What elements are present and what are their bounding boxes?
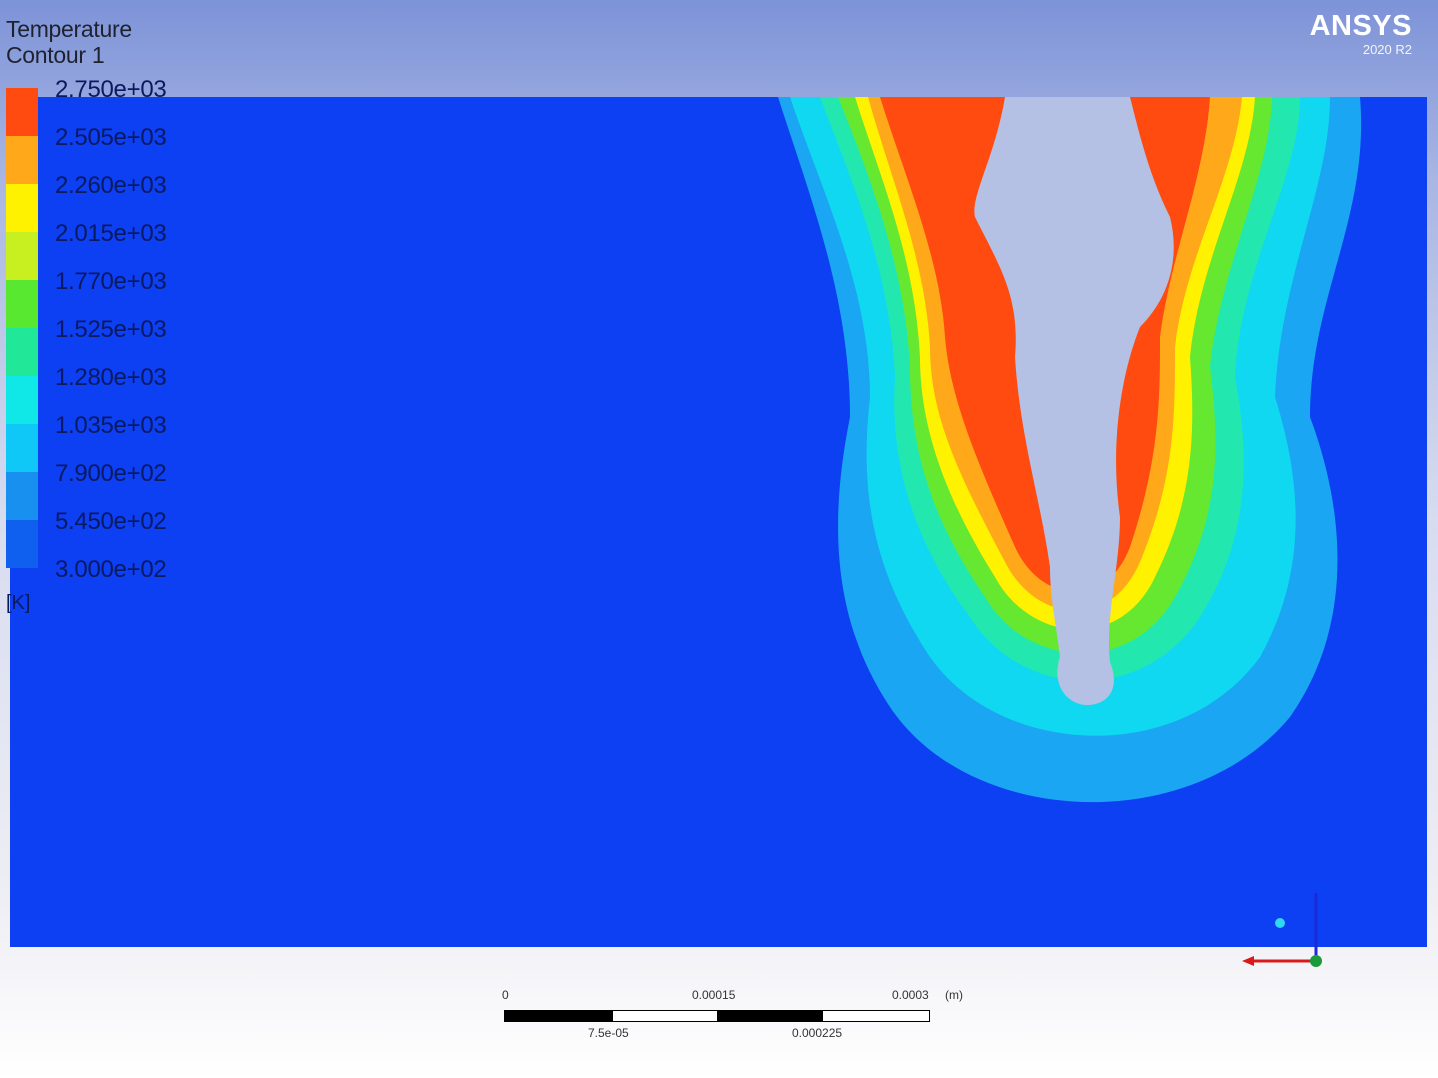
title-contour-name: Contour 1 (6, 42, 105, 68)
z-axis-icon (1310, 955, 1322, 967)
legend-label: 2.505e+03 (55, 124, 167, 151)
legend-label: 2.260e+03 (55, 172, 167, 199)
scale-label: 0.000225 (792, 1026, 843, 1040)
scale-label: 0.00015 (692, 988, 736, 1002)
scale-unit: (m) (945, 988, 963, 1002)
brand-name: ANSYS (1309, 10, 1412, 42)
legend-label: 5.450e+02 (55, 508, 167, 535)
title-variable: Temperature (6, 16, 132, 42)
color-legend[interactable] (6, 88, 38, 568)
scale-label: 0.0003 (892, 988, 929, 1002)
scale-label: 0 (502, 988, 509, 1002)
ansys-logo: ANSYS 2020 R2 (1310, 10, 1412, 58)
legend-label: 7.900e+02 (55, 460, 167, 487)
scale-segment (718, 1010, 822, 1022)
scale-label: 7.5e-05 (588, 1026, 629, 1040)
legend-swatch (6, 184, 38, 232)
legend-swatch (6, 520, 38, 568)
axis-triad-icon (1242, 893, 1322, 967)
legend-label: 2.750e+03 (55, 76, 167, 103)
brand-version: 2020 R2 (1362, 42, 1412, 57)
legend-swatch (6, 136, 38, 184)
legend-labels: 2.750e+03 2.505e+03 2.260e+03 2.015e+03 … (55, 76, 215, 596)
axis-triad[interactable] (1230, 885, 1340, 975)
legend-label: 1.035e+03 (55, 412, 167, 439)
legend-unit: [K] (6, 592, 31, 614)
legend-label: 1.525e+03 (55, 316, 167, 343)
legend-label: 1.770e+03 (55, 268, 167, 295)
scale-segment (504, 1010, 612, 1022)
legend-swatch (6, 472, 38, 520)
view-point-icon (1275, 918, 1285, 928)
temperature-contour-plot (778, 97, 1362, 803)
legend-swatch (6, 88, 38, 136)
legend-label: 3.000e+02 (55, 556, 167, 583)
legend-swatch (6, 280, 38, 328)
legend-swatch (6, 376, 38, 424)
legend-swatch (6, 232, 38, 280)
legend-swatch (6, 424, 38, 472)
scale-bar: 0 0.00015 0.0003 (m) 7.5e-05 0.000225 (500, 988, 980, 1048)
legend-swatch (6, 328, 38, 376)
scale-segment (822, 1010, 930, 1022)
legend-label: 2.015e+03 (55, 220, 167, 247)
melt-pool-core (974, 97, 1174, 706)
scale-segment (612, 1010, 718, 1022)
contour-domain[interactable] (10, 97, 1427, 947)
legend-label: 1.280e+03 (55, 364, 167, 391)
contour-title: Temperature Contour 1 (6, 16, 132, 68)
